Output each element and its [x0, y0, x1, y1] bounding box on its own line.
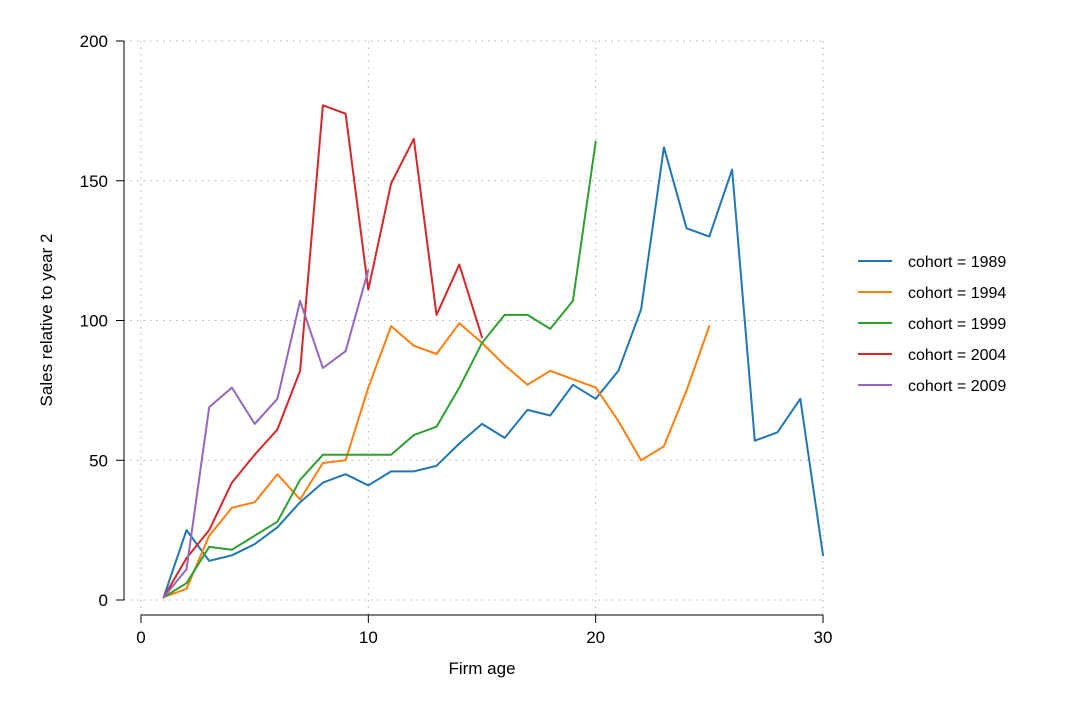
legend-label: cohort = 2009 [908, 378, 1006, 395]
x-tick-label: 0 [136, 628, 145, 647]
y-tick-label: 200 [80, 32, 108, 51]
x-tick-label: 10 [359, 628, 378, 647]
y-axis-title: Sales relative to year 2 [37, 234, 56, 407]
x-tick-label: 20 [586, 628, 605, 647]
legend-label: cohort = 1999 [908, 316, 1006, 333]
series-line-4 [162, 269, 370, 599]
series-line-1 [162, 322, 711, 599]
legend: cohort = 1989 cohort = 1994 cohort = 1999 c… [858, 254, 1006, 395]
legend-label: cohort = 1994 [908, 285, 1006, 302]
legend-label: cohort = 1989 [908, 254, 1006, 271]
y-tick-label: 50 [89, 451, 108, 470]
grid-lines [124, 40, 824, 615]
y-tick-label: 150 [80, 172, 108, 191]
legend-label: cohort = 2004 [908, 347, 1006, 364]
x-axis-title: Firm age [448, 659, 515, 678]
y-tick-label: 100 [80, 312, 108, 331]
series-line-3 [162, 104, 483, 599]
series-lines [162, 104, 824, 599]
y-tick-label: 0 [99, 591, 108, 610]
axis-ticks: 0 50 100 150 200 0 10 20 30 [80, 32, 833, 647]
axes [123, 41, 823, 616]
series-line-2 [162, 140, 597, 599]
series-line-0 [162, 146, 824, 599]
x-tick-label: 30 [814, 628, 833, 647]
